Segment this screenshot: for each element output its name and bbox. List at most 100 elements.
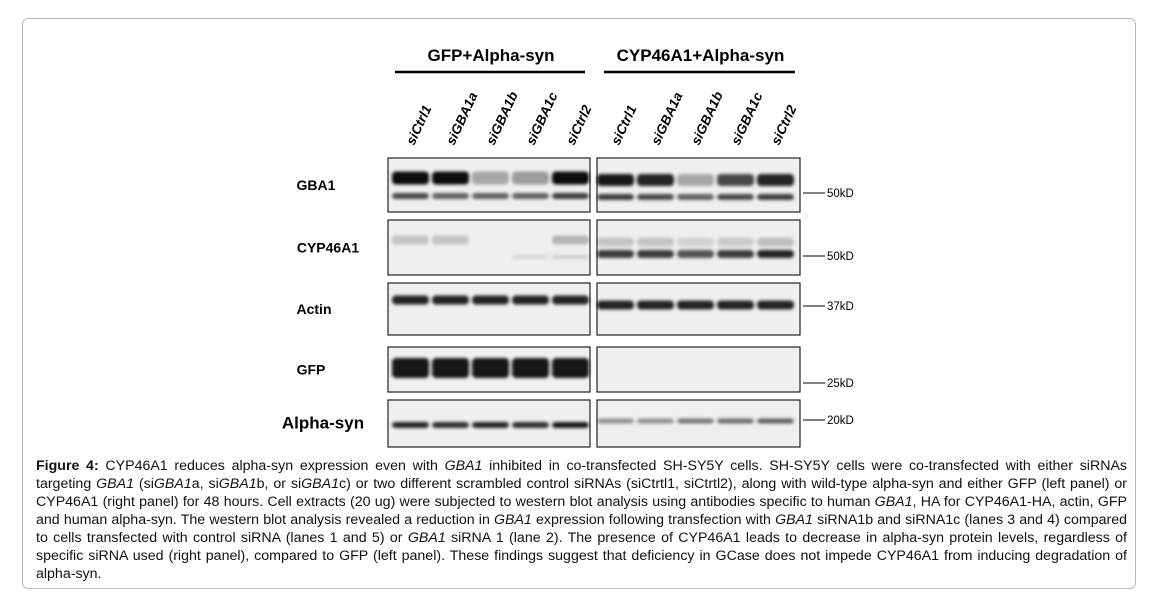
band	[677, 250, 714, 258]
band	[677, 300, 714, 310]
band	[512, 171, 549, 185]
caption-text: a, si	[191, 476, 219, 492]
caption-text: GBA1	[218, 476, 257, 492]
blot-membrane	[596, 219, 801, 276]
band	[392, 193, 429, 199]
band-group	[392, 422, 589, 428]
lane-label: siCtrl1	[403, 103, 434, 147]
band	[472, 422, 509, 428]
lane-label: siGBA1b	[483, 89, 521, 147]
marker-label: 20kD	[827, 415, 854, 427]
band	[637, 250, 674, 258]
band-group	[597, 174, 794, 200]
caption-text: expression following transfection with	[531, 512, 776, 528]
band	[552, 422, 589, 428]
band-group	[597, 418, 794, 424]
band	[432, 422, 469, 428]
caption-text: GBA1	[407, 530, 446, 546]
band-group	[597, 300, 794, 310]
band	[597, 250, 634, 258]
row-label: Actin	[297, 301, 332, 317]
caption-text: (si	[133, 476, 154, 492]
band	[677, 237, 714, 247]
band	[757, 194, 794, 200]
band	[552, 358, 589, 378]
row-label: GBA1	[297, 177, 336, 193]
band	[717, 194, 754, 200]
band	[757, 300, 794, 310]
lane-label: siGBA1a	[648, 89, 686, 147]
band	[472, 295, 509, 305]
blot-membrane	[387, 282, 591, 336]
marker-label: 25kD	[827, 378, 854, 390]
band	[597, 418, 634, 424]
lane-label: siGBA1c	[523, 89, 561, 147]
band	[432, 358, 469, 378]
caption-text: c) or two different scrambled control si…	[36, 476, 1128, 510]
caption-text: GBA1	[301, 476, 339, 492]
lane-label: siCtrl2	[563, 102, 595, 147]
row-label: GFP	[297, 362, 326, 378]
band	[637, 237, 674, 247]
panel-title: CYP46A1+Alpha-syn	[617, 46, 785, 65]
lane-label: siCtrl1	[608, 103, 639, 147]
caption-text: b, or si	[256, 476, 302, 492]
band	[432, 193, 469, 199]
band	[757, 237, 794, 247]
caption-label: Figure 4:	[36, 458, 99, 474]
band-group	[597, 237, 794, 258]
blot-membrane	[387, 219, 591, 276]
band	[757, 418, 794, 424]
lane-label: siCtrl2	[768, 102, 800, 147]
band	[512, 358, 549, 378]
band	[637, 300, 674, 310]
caption-text: CYP46A1 reduces alpha-syn expression eve…	[98, 458, 445, 474]
row-label: CYP46A1	[297, 240, 359, 256]
band-group	[392, 295, 589, 305]
band	[512, 422, 549, 428]
band	[552, 235, 589, 245]
band	[392, 295, 429, 305]
band	[392, 171, 429, 185]
band	[472, 193, 509, 199]
band-group	[392, 358, 589, 378]
band	[392, 358, 429, 378]
band-group	[392, 235, 589, 259]
band	[717, 174, 754, 186]
caption-text: siRNA 1 (lane 2). The presence of CYP46A…	[36, 530, 1128, 582]
caption-text: GBA1	[153, 476, 192, 492]
band-group	[392, 171, 589, 199]
band	[637, 194, 674, 200]
band	[637, 174, 674, 186]
band	[717, 300, 754, 310]
band	[472, 358, 509, 378]
band	[552, 295, 589, 305]
band	[552, 255, 589, 259]
caption-text: GBA1	[96, 476, 134, 492]
lane-label: siGBA1b	[688, 89, 726, 147]
band	[677, 194, 714, 200]
caption-text: GBA1	[874, 494, 913, 510]
caption-text: GBA1	[775, 512, 813, 528]
band	[392, 422, 429, 428]
marker-label: 50kD	[827, 251, 854, 263]
band	[597, 300, 634, 310]
lane-label: siGBA1a	[443, 89, 481, 147]
caption-text: , HA for CYP46A1-HA, actin, GFP and huma…	[36, 494, 1127, 528]
band	[677, 418, 714, 424]
caption-text: GBA1	[444, 458, 483, 474]
band	[512, 295, 549, 305]
band	[552, 193, 589, 199]
band	[432, 295, 469, 305]
band	[472, 171, 509, 185]
band	[717, 418, 754, 424]
caption-text: siRNA1b and siRNA1c (lanes 3 and 4) comp…	[36, 512, 1127, 546]
band	[717, 237, 754, 247]
band	[597, 174, 634, 186]
band	[512, 255, 549, 259]
band	[432, 171, 469, 185]
band	[717, 250, 754, 258]
caption-text: GBA1	[494, 512, 532, 528]
